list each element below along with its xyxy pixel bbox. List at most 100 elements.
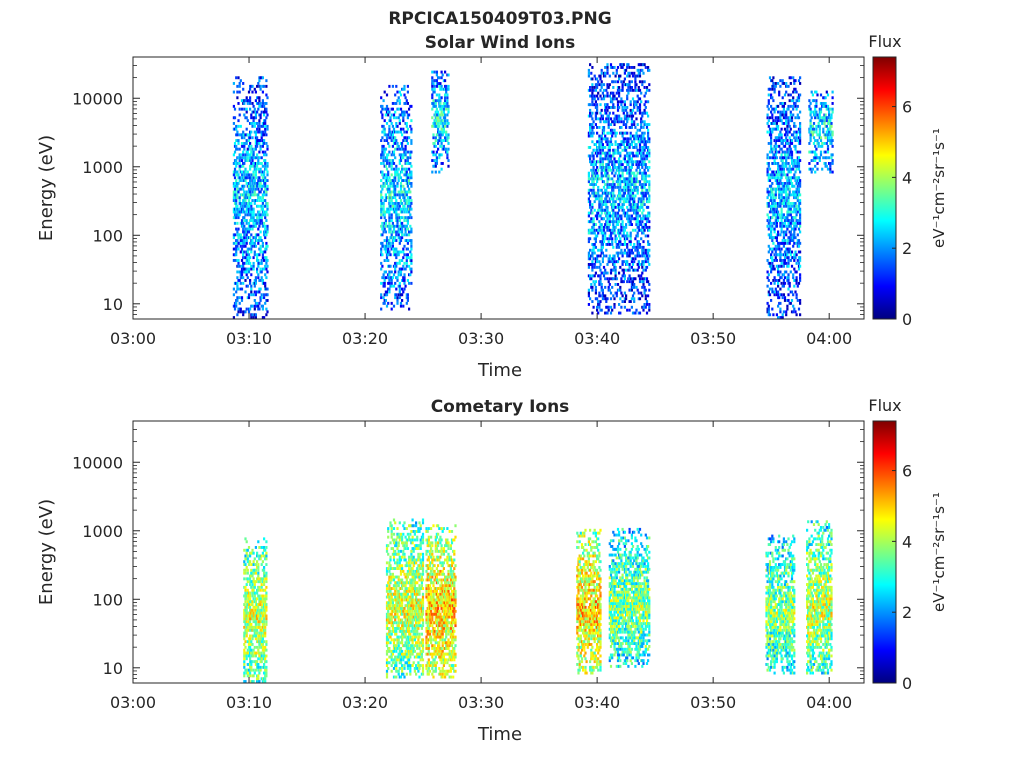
spectrogram-cell [438,156,441,160]
spectrogram-cell [778,182,781,185]
spectrogram-cell [644,180,647,184]
spectrogram-cell [792,184,795,188]
spectrogram-cell [401,236,404,240]
spectrogram-cell [794,102,797,105]
spectrogram-cell [605,188,608,192]
spectrogram-cell [773,293,776,297]
spectrogram-cell [817,116,820,120]
spectrogram-cell [808,107,811,111]
spectrogram-cell [635,185,638,189]
spectrogram-cell [611,134,614,138]
spectrogram-cell [240,287,244,291]
spectrogram-cell [592,157,595,161]
spectrogram-cell [399,182,403,185]
spectrogram-cell [236,184,239,188]
spectrogram-cell [589,263,592,266]
spectrogram-cell [253,290,256,294]
spectrogram-cell [594,285,597,289]
spectrogram-cell [431,79,434,83]
spectrogram-cell [256,221,259,225]
spectrogram-cell [265,142,268,145]
spectrogram-cell [781,182,784,185]
spectrogram-cell [396,301,399,305]
spectrogram-cell [589,194,592,198]
spectrogram-cell [635,177,638,181]
spectrogram-cell [405,301,408,305]
spectrogram-cell [611,91,614,95]
spectrogram-cell [607,117,610,121]
spectrogram-cell [611,194,614,198]
spectrogram-cell [243,156,246,160]
spectrogram-cell [383,284,386,288]
spectrogram-cell [601,251,604,255]
spectrogram-cell [404,122,407,125]
spectrogram-cell [259,267,262,271]
spectrogram-cell [647,205,650,209]
spectrogram-cell [246,184,249,188]
spectrogram-cell [397,144,400,148]
spectrogram-cell [402,196,405,200]
spectrogram-cell [831,159,834,162]
spectrogram-cell [637,205,640,209]
spectrogram-cell [799,213,802,217]
spectrogram-cell [796,199,799,202]
spectrogram-cell [799,264,802,268]
spectrogram-cell [442,127,445,131]
spectrogram-cell [797,261,801,265]
spectrogram-cell [402,156,405,160]
spectrogram-cell [648,160,651,164]
spectrogram-cell [389,184,392,188]
spectrogram-cell [808,167,811,171]
spectrogram-cell [404,190,407,194]
spectrogram-cell [608,237,611,241]
spectrogram-cell [642,197,645,201]
spectrogram-cell [631,114,635,118]
spectrogram-cell [254,276,257,280]
spectrogram-cell [608,106,611,109]
spectrogram-cell [389,193,392,197]
spectrogram-cell [233,144,237,148]
spectrogram-cell [621,163,624,166]
spectrogram-cell [793,184,796,188]
spectrogram-cell [380,104,383,108]
spectrogram-cell [625,223,628,226]
spectrogram-cell [630,265,633,269]
spectrogram-cell [246,119,249,123]
spectrogram-cell [811,124,814,128]
spectrogram-cell [788,170,791,174]
spectrogram-cell [648,180,651,184]
spectrogram-cell [629,111,632,115]
spectrogram-cell [607,257,610,261]
spectrogram-cell [794,104,797,108]
spectrogram-cell [634,228,637,232]
spectrogram-cell [789,150,792,154]
spectrogram-cell [594,123,597,126]
spectrogram-cell [785,82,788,85]
spectrogram-cell [401,230,404,234]
spectrogram-cell [641,211,644,215]
spectrogram-cell [232,104,235,108]
spectrogram-cell [601,260,604,264]
spectrogram-cell [614,148,617,152]
spectrogram-cell [771,150,774,154]
spectrogram-cell [614,151,617,155]
spectrogram-cell [235,127,238,131]
spectrogram-cell [796,284,799,288]
spectrogram-cell [435,79,438,83]
spectrogram-cell [626,120,629,124]
spectrogram-cell [246,173,249,177]
spectrogram-cell [405,224,408,228]
spectrogram-cell [614,274,617,278]
spectrogram-cell [591,300,594,303]
spectrogram-cell [601,231,604,235]
spectrogram-cell [245,210,248,214]
spectrogram-cell [637,68,640,72]
spectrogram-cell [408,107,411,111]
spectrogram-cell [596,166,599,169]
spectrogram-cell [246,296,249,300]
spectrogram-cell [795,279,798,282]
spectrogram-cell [597,174,600,178]
spectrogram-cell [613,163,616,166]
spectrogram-cell [623,214,626,218]
spectrogram-cell [249,184,252,188]
